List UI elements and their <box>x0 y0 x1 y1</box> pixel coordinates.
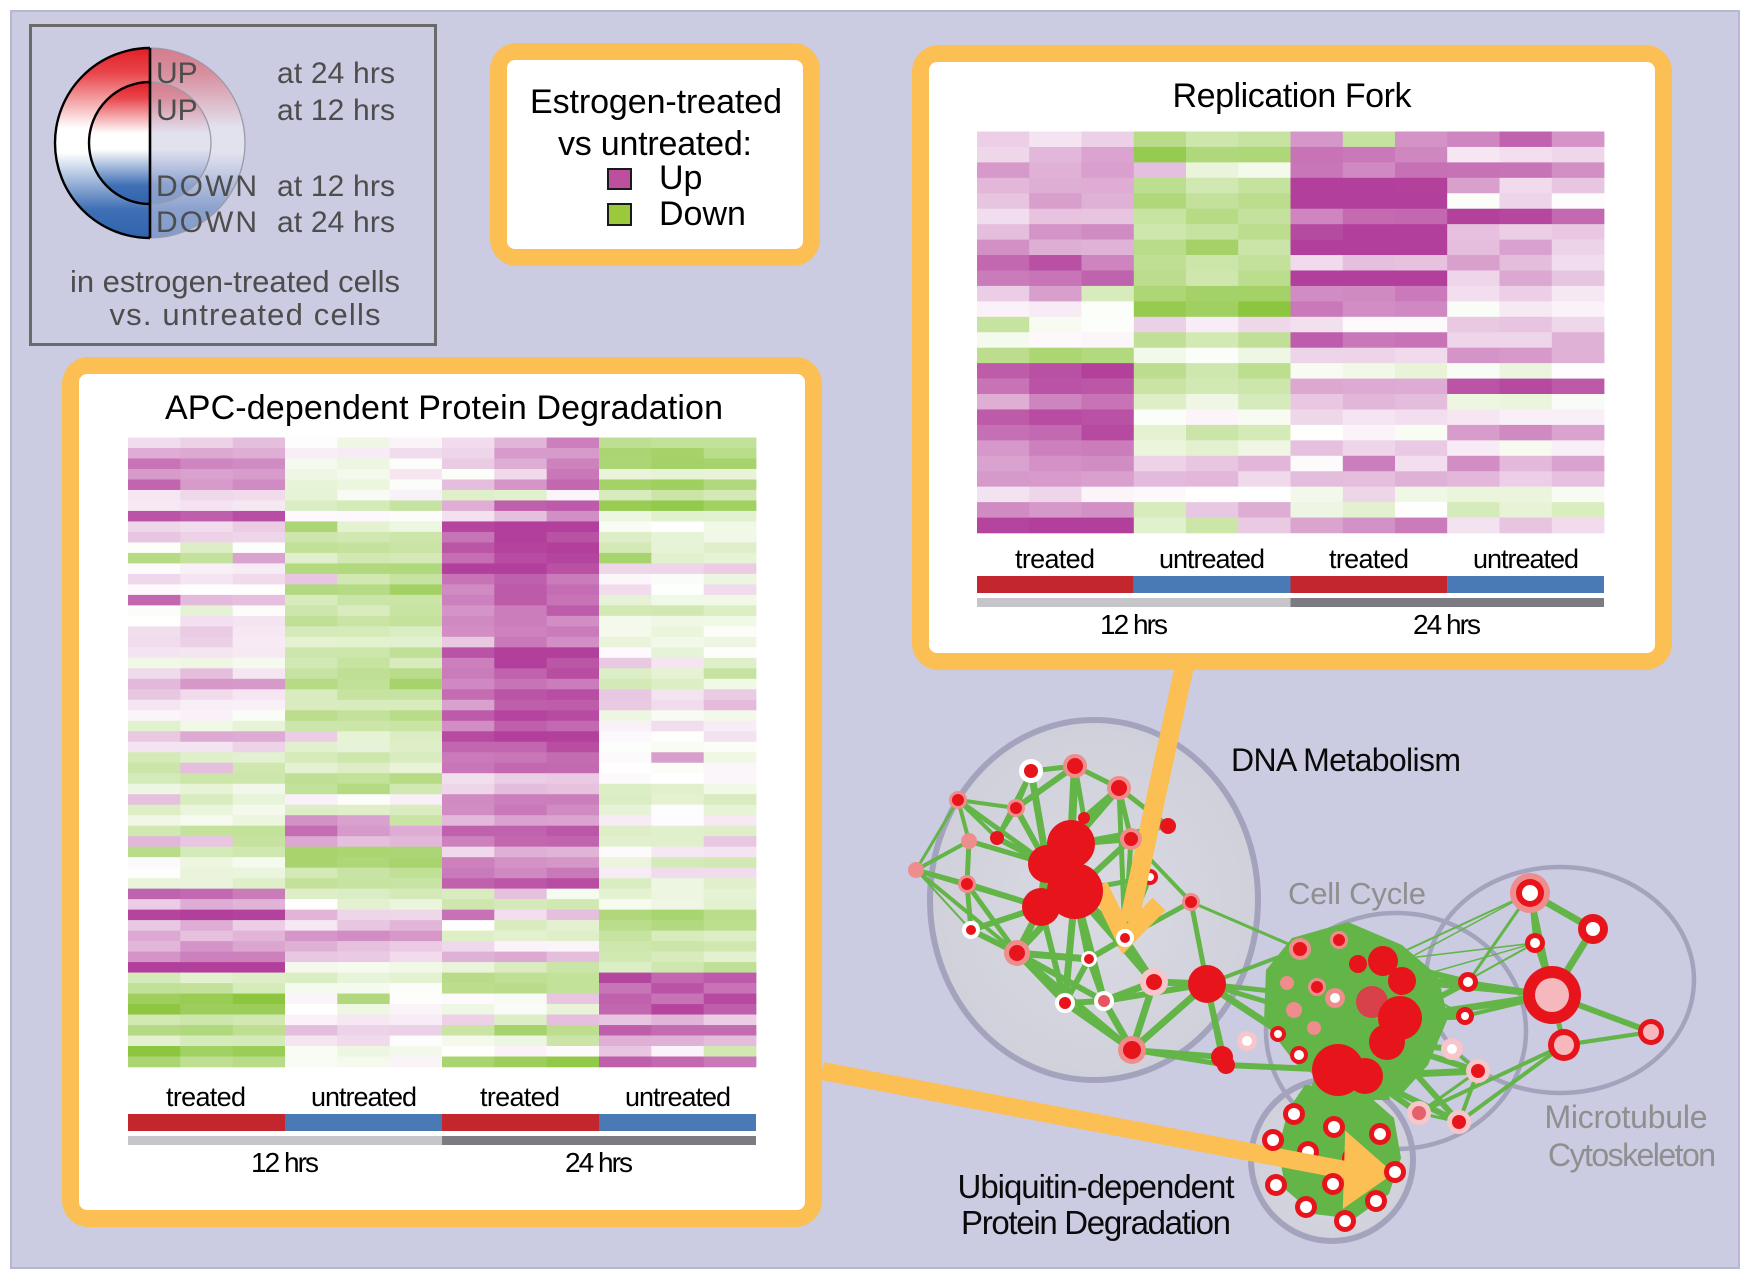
svg-text:24 hrs: 24 hrs <box>1413 609 1481 640</box>
svg-text:Cell Cycle: Cell Cycle <box>1288 876 1426 911</box>
svg-text:Up: Up <box>659 159 702 197</box>
svg-text:untreated: untreated <box>311 1082 417 1112</box>
svg-text:untreated: untreated <box>1159 544 1265 574</box>
svg-text:Estrogen-treated: Estrogen-treated <box>530 83 782 121</box>
svg-text:UP: UP <box>156 57 198 90</box>
svg-text:treated: treated <box>1015 544 1095 574</box>
svg-text:at 12 hrs: at 12 hrs <box>277 94 395 127</box>
svg-text:vs untreated:: vs untreated: <box>558 125 752 163</box>
svg-text:vs. untreated cells: vs. untreated cells <box>110 297 381 332</box>
svg-text:12 hrs: 12 hrs <box>251 1147 319 1178</box>
svg-text:Cytoskeleton: Cytoskeleton <box>1548 1137 1716 1173</box>
svg-text:treated: treated <box>166 1082 246 1112</box>
svg-text:Down: Down <box>659 195 746 233</box>
svg-text:DOWN: DOWN <box>156 170 257 203</box>
svg-text:untreated: untreated <box>625 1082 731 1112</box>
svg-text:Replication Fork: Replication Fork <box>1173 77 1413 115</box>
svg-text:APC-dependent Protein Degradat: APC-dependent Protein Degradation <box>165 389 723 427</box>
svg-text:Protein Degradation: Protein Degradation <box>961 1204 1231 1241</box>
svg-text:12 hrs: 12 hrs <box>1100 609 1168 640</box>
svg-text:untreated: untreated <box>1473 544 1579 574</box>
svg-text:Ubiquitin-dependent: Ubiquitin-dependent <box>958 1168 1235 1205</box>
svg-text:24 hrs: 24 hrs <box>565 1147 633 1178</box>
svg-text:DOWN: DOWN <box>156 206 257 239</box>
svg-text:Microtubule: Microtubule <box>1545 1099 1708 1135</box>
svg-text:at 12 hrs: at 12 hrs <box>277 170 395 203</box>
svg-text:DNA Metabolism: DNA Metabolism <box>1231 742 1461 778</box>
svg-text:treated: treated <box>480 1082 560 1112</box>
svg-text:in estrogen-treated cells: in estrogen-treated cells <box>70 264 400 299</box>
svg-text:treated: treated <box>1329 544 1409 574</box>
svg-text:at 24 hrs: at 24 hrs <box>277 206 395 239</box>
svg-text:at 24 hrs: at 24 hrs <box>277 57 395 90</box>
svg-text:UP: UP <box>156 94 198 127</box>
